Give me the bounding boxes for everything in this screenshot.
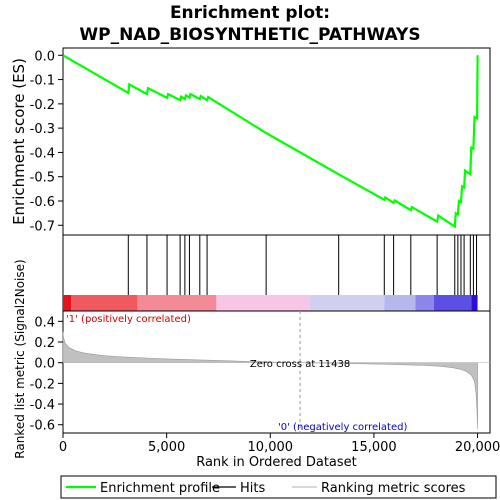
es-ytick-label: -0.2 (30, 98, 55, 113)
es-ylabel: Enrichment score (ES) (10, 58, 28, 225)
x-axis-label: Rank in Ordered Dataset (196, 455, 357, 470)
metric-ytick-label: -0.2 (30, 377, 55, 392)
rank-bar-segment (434, 295, 472, 311)
legend-label: Ranking metric scores (321, 481, 466, 496)
rank-bar-segment (216, 295, 310, 311)
metric-ytick-label: 0.0 (34, 357, 55, 372)
legend-box (60, 475, 497, 499)
x-tick-label: 5,000 (148, 440, 185, 455)
metric-frame (62, 310, 491, 434)
rank-bar-segment (471, 295, 478, 311)
rank-bar-segment (309, 295, 385, 311)
es-ytick-label: -0.5 (30, 171, 55, 186)
positive-label: '1' (positively correlated) (66, 314, 191, 325)
zero-cross-label: Zero cross at 11438 (250, 359, 350, 370)
metric-ytick-label: 0.2 (34, 336, 55, 351)
x-tick-label: 15,000 (351, 440, 397, 455)
metric-ytick-label: -0.6 (30, 419, 55, 434)
legend-label: Hits (240, 481, 265, 496)
es-ytick-label: -0.3 (30, 122, 55, 137)
es-panel: 0.0 -0.1 -0.2 -0.3 -0.4 -0.5 -0.6 -0.7Enrichmen… (10, 47, 491, 236)
rank-bar-segment (415, 295, 435, 311)
legend: Enrichment profile Hits Ranking metric sco… (60, 475, 497, 499)
x-tick-label: 0 (59, 440, 67, 455)
rank-bar-segment (384, 295, 416, 311)
legend-label: Enrichment profile (100, 481, 220, 496)
x-tick-label: 20,000 (455, 440, 500, 455)
x-tick-label: 10,000 (248, 440, 294, 455)
rank-bar-segment (137, 295, 217, 311)
es-ytick-label: -0.4 (30, 146, 55, 161)
metric-panel: Zero cross at 11438 '1' (positively corre… (13, 259, 500, 470)
rank-bar-segment (63, 295, 72, 311)
rank-color-bar (63, 295, 478, 311)
metric-ytick-label: -0.4 (30, 398, 55, 413)
rank-bar-segment (71, 295, 138, 311)
negative-label: '0' (negatively correlated) (278, 422, 407, 433)
chart-title-line-1: Enrichment plot: (170, 3, 330, 23)
es-frame (62, 47, 491, 236)
es-curve (62, 54, 479, 229)
metric-ylabel: Ranked list metric (Signal2Noise) (13, 259, 27, 458)
es-ytick-label: -0.1 (30, 74, 55, 89)
es-ytick-label: -0.6 (30, 195, 55, 210)
es-ytick-label: 0.0 (34, 49, 55, 64)
chart-title-line-2: WP_NAD_BIOSYNTHETIC_PATHWAYS (79, 25, 420, 45)
metric-ytick-label: 0.4 (34, 315, 55, 330)
es-ytick-label: -0.7 (30, 219, 55, 234)
